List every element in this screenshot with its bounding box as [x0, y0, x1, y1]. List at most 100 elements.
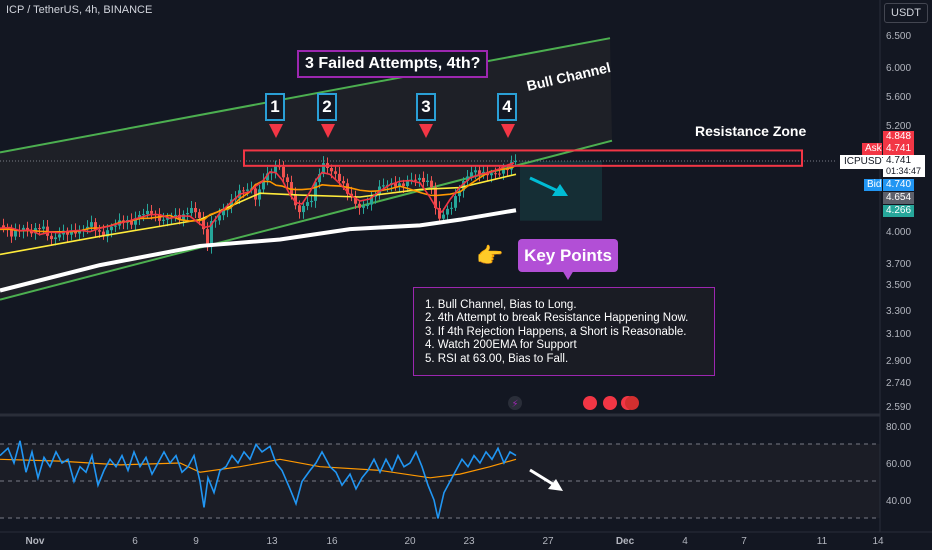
- candle-body: [182, 214, 185, 220]
- candle-body: [94, 222, 97, 231]
- projection-arrow: [529, 176, 561, 194]
- us-flag-icon-4[interactable]: [625, 396, 639, 410]
- price-tick-label: 4.000: [886, 227, 911, 238]
- rsi-ma-line: [0, 458, 517, 479]
- price-axis[interactable]: 6.500 6.000 5.600 5.200 4.000 3.700 3.500 3.300…: [886, 31, 911, 413]
- candle-body: [30, 230, 33, 234]
- candle-body: [22, 227, 25, 232]
- us-flag-icon-2[interactable]: [603, 396, 617, 410]
- candle-body: [114, 225, 117, 227]
- lightning-icon[interactable]: [508, 396, 522, 410]
- key-point-item: 2. 4th Attempt to break Resistance Happe…: [425, 312, 689, 325]
- candle-body: [38, 228, 41, 230]
- candle-body: [282, 166, 285, 178]
- candle-body: [254, 188, 257, 200]
- ema-orange-line: [0, 165, 515, 233]
- ask-price-tag: 4.741: [883, 143, 915, 155]
- candle-body: [218, 215, 221, 221]
- candle-body: [442, 214, 445, 219]
- upper-channel-line[interactable]: [0, 37, 611, 154]
- attempt-label-4: 4: [497, 93, 517, 121]
- resistance-price-tag: 4.848: [883, 131, 915, 143]
- time-tick-label: 23: [463, 536, 475, 547]
- candle-body: [90, 222, 93, 227]
- candle-body: [138, 214, 141, 219]
- candle-body: [210, 221, 213, 248]
- time-tick-label: 11: [817, 536, 828, 547]
- candle-body: [310, 200, 313, 203]
- price-tick-label: 2.740: [886, 378, 911, 389]
- candle-body: [358, 203, 361, 208]
- price-tick-label: 3.100: [886, 329, 911, 340]
- candle-body: [462, 181, 465, 191]
- key-points-list: 1. Bull Channel, Bias to Long. 2. 4th At…: [414, 288, 714, 366]
- attempt-label-2: 2: [317, 93, 337, 121]
- candle-body: [162, 219, 165, 221]
- time-tick-label: 13: [266, 536, 278, 547]
- candle-body: [342, 180, 345, 184]
- candle-body: [110, 226, 113, 231]
- resistance-zone-box[interactable]: [243, 149, 803, 167]
- candle-body: [414, 179, 417, 181]
- time-tick-label: 14: [872, 536, 884, 547]
- candle-body: [406, 181, 409, 187]
- attempt-arrow: [321, 124, 335, 138]
- rsi-down-arrow: [529, 468, 557, 488]
- rsi-tick-label: 80.00: [886, 422, 911, 433]
- price-tick-label: 2.900: [886, 356, 911, 367]
- candle-body: [70, 230, 73, 235]
- candle-body: [142, 214, 145, 216]
- time-axis[interactable]: Nov 6 9 13 16 20 23 27 Dec 4 7 11 14: [26, 536, 884, 547]
- channel-fill: [0, 38, 612, 300]
- candle-body: [78, 230, 81, 234]
- candle-body: [434, 187, 437, 209]
- candle-body: [106, 230, 109, 237]
- attempt-arrow: [419, 124, 433, 138]
- candle-body: [146, 210, 149, 215]
- rsi-axis[interactable]: 80.00 60.00 40.00: [886, 422, 911, 507]
- candle-body: [134, 218, 137, 225]
- candle-body: [214, 220, 217, 222]
- candle-body: [222, 210, 225, 216]
- key-point-item: 4. Watch 200EMA for Support: [425, 339, 577, 352]
- candle-body: [194, 207, 197, 213]
- candle-body: [478, 170, 481, 175]
- time-tick-label: 7: [741, 536, 747, 547]
- candle-body: [42, 226, 45, 229]
- symbol-title[interactable]: ICP / TetherUS, 4h, BINANCE: [6, 4, 153, 16]
- price-tick-label: 3.500: [886, 280, 911, 291]
- candle-body: [446, 208, 449, 215]
- candle-body: [338, 173, 341, 181]
- candle-body: [66, 230, 69, 235]
- candle-body: [490, 173, 493, 176]
- price-tick-label: 3.700: [886, 259, 911, 270]
- rsi-line: [0, 440, 517, 519]
- rsi-tick-label: 40.00: [886, 496, 911, 507]
- candle-body: [130, 220, 133, 225]
- rsi-down-arrow-head: [548, 479, 563, 491]
- bid-label: Bid: [864, 179, 882, 191]
- currency-button[interactable]: USDT: [884, 3, 928, 23]
- price-tick-label: 3.300: [886, 306, 911, 317]
- key-point-item: 3. If 4th Rejection Happens, a Short is …: [425, 325, 687, 338]
- price-tick-label: 2.590: [886, 402, 911, 413]
- key-points-title: Key Points: [518, 239, 618, 272]
- candle-body: [438, 208, 441, 219]
- candle-body: [394, 182, 397, 187]
- time-tick-label: 27: [542, 536, 554, 547]
- candle-body: [430, 180, 433, 188]
- candle-body: [166, 218, 169, 220]
- candle-body: [294, 194, 297, 206]
- candle-body: [258, 189, 261, 200]
- bid-price-tag: 4.740: [883, 179, 915, 191]
- us-flag-icon-1[interactable]: [583, 396, 597, 410]
- bar-countdown: 01:34:47: [886, 166, 922, 176]
- resistance-zone-label: Resistance Zone: [695, 123, 806, 139]
- candle-body: [498, 173, 501, 175]
- candle-body: [398, 183, 401, 187]
- attempt-arrows: [269, 124, 515, 138]
- candle-body: [290, 182, 293, 195]
- key-points-panel: 1. Bull Channel, Bias to Long. 2. 4th At…: [413, 287, 715, 376]
- time-tick-label: 9: [193, 536, 199, 547]
